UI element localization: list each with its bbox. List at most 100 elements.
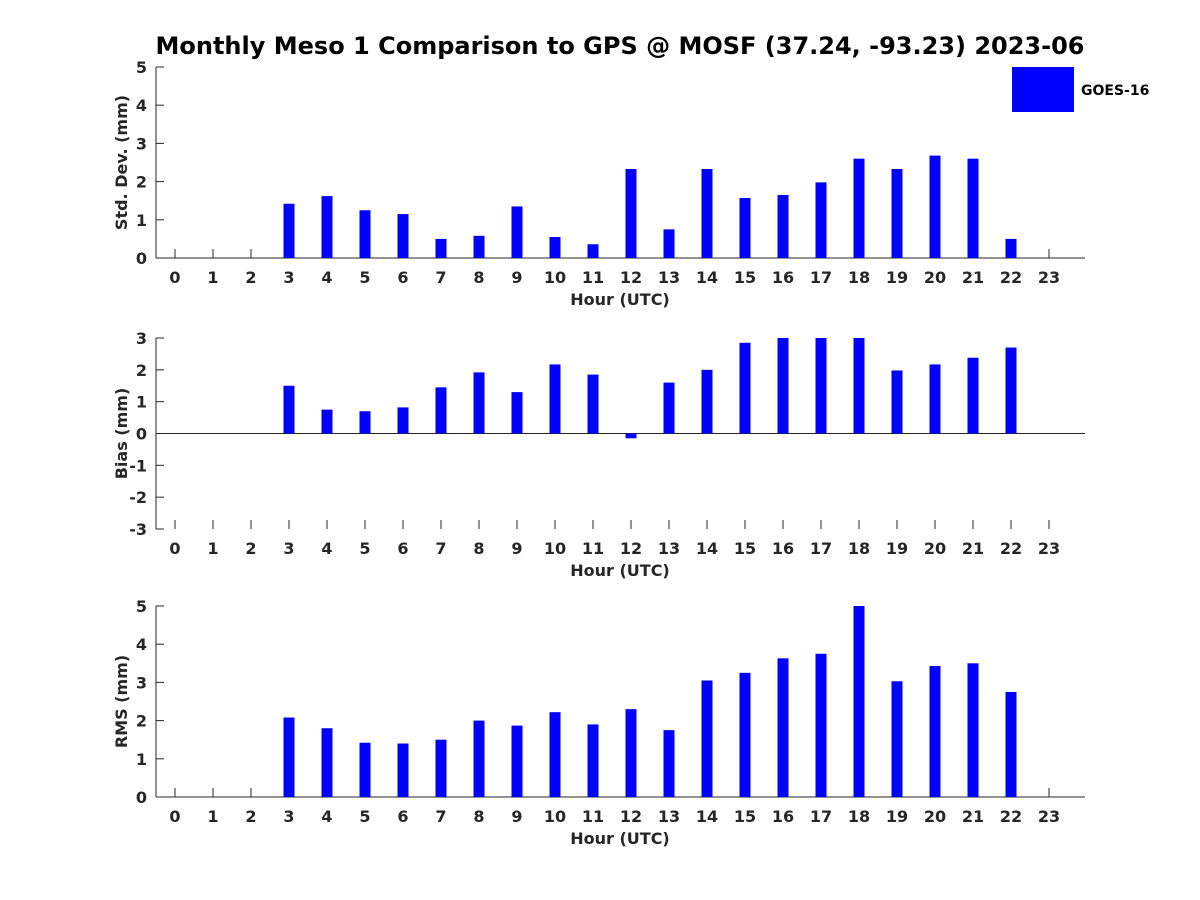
x-tick-label: 21 — [962, 539, 984, 558]
x-tick-label: 8 — [473, 539, 484, 558]
bar-hour-7 — [435, 238, 447, 258]
bar-hour-20 — [929, 364, 941, 434]
bar-hour-15 — [739, 198, 751, 258]
x-tick-label: 2 — [245, 539, 256, 558]
x-tick-label: 7 — [435, 807, 446, 826]
y-tick-label: 1 — [136, 211, 147, 230]
x-tick-label: 22 — [1000, 807, 1022, 826]
x-tick-label: 10 — [544, 807, 566, 826]
bar-hour-16 — [777, 658, 789, 797]
x-tick-label: 13 — [658, 539, 680, 558]
y-tick-label: 3 — [136, 134, 147, 153]
x-tick-label: 18 — [848, 539, 870, 558]
x-tick-label: 5 — [359, 807, 370, 826]
x-tick-label: 14 — [696, 807, 718, 826]
x-tick-label: 3 — [283, 807, 294, 826]
x-tick-label: 7 — [435, 539, 446, 558]
y-axis-label: Std. Dev. (mm) — [112, 95, 131, 230]
y-tick-label: 0 — [136, 788, 147, 807]
bar-hour-7 — [435, 739, 447, 797]
x-tick-label: 11 — [582, 539, 604, 558]
x-tick-label: 20 — [924, 268, 946, 287]
x-tick-label: 17 — [810, 539, 832, 558]
x-tick-label: 16 — [772, 268, 794, 287]
y-tick-label: 2 — [136, 361, 147, 380]
y-tick-label: -3 — [129, 520, 147, 539]
x-tick-label: 4 — [321, 268, 332, 287]
x-tick-label: 19 — [886, 268, 908, 287]
x-tick-label: 15 — [734, 539, 756, 558]
bar-hour-11 — [587, 374, 599, 434]
y-tick-label: 5 — [136, 597, 147, 616]
bar-hour-12 — [625, 433, 637, 439]
bar-hour-8 — [473, 235, 485, 258]
chart-title: Monthly Meso 1 Comparison to GPS @ MOSF … — [156, 32, 1085, 60]
y-tick-label: 5 — [136, 58, 147, 77]
bar-hour-21 — [967, 357, 979, 434]
x-tick-label: 15 — [734, 268, 756, 287]
x-tick-label: 4 — [321, 539, 332, 558]
x-tick-label: 12 — [620, 268, 642, 287]
bar-hour-13 — [663, 730, 675, 797]
x-tick-label: 12 — [620, 807, 642, 826]
bar-hour-17 — [815, 182, 827, 258]
bar-hour-3 — [283, 203, 295, 258]
x-tick-label: 1 — [207, 807, 218, 826]
bar-hour-14 — [701, 369, 713, 434]
x-tick-label: 2 — [245, 807, 256, 826]
bar-hour-14 — [701, 168, 713, 258]
x-tick-label: 13 — [658, 807, 680, 826]
bar-hour-22 — [1005, 691, 1017, 797]
x-tick-label: 3 — [283, 539, 294, 558]
x-tick-label: 11 — [582, 268, 604, 287]
bar-hour-18 — [853, 338, 865, 434]
bar-hour-10 — [549, 364, 561, 434]
bar-hour-4 — [321, 196, 333, 258]
x-tick-label: 14 — [696, 268, 718, 287]
x-tick-label: 4 — [321, 807, 332, 826]
x-tick-label: 9 — [511, 539, 522, 558]
bar-hour-4 — [321, 409, 333, 434]
x-tick-label: 14 — [696, 539, 718, 558]
x-tick-label: 23 — [1038, 807, 1060, 826]
y-tick-label: 3 — [136, 673, 147, 692]
x-tick-label: 23 — [1038, 539, 1060, 558]
bar-hour-15 — [739, 342, 751, 434]
bar-hour-9 — [511, 725, 523, 797]
bar-hour-6 — [397, 407, 409, 434]
y-axis-label: Bias (mm) — [112, 388, 131, 480]
y-tick-label: 2 — [136, 173, 147, 192]
x-tick-label: 12 — [620, 539, 642, 558]
bar-hour-22 — [1005, 347, 1017, 434]
x-tick-label: 9 — [511, 268, 522, 287]
x-axis-label: Hour (UTC) — [570, 290, 670, 309]
bar-hour-19 — [891, 681, 903, 797]
x-tick-label: 21 — [962, 268, 984, 287]
x-tick-label: 21 — [962, 807, 984, 826]
x-tick-label: 1 — [207, 268, 218, 287]
x-tick-label: 9 — [511, 807, 522, 826]
y-tick-label: 1 — [136, 393, 147, 412]
y-tick-label: 0 — [136, 425, 147, 444]
bar-hour-13 — [663, 229, 675, 258]
x-tick-label: 6 — [397, 539, 408, 558]
bar-hour-16 — [777, 338, 789, 434]
bar-hour-7 — [435, 387, 447, 434]
x-tick-label: 8 — [473, 268, 484, 287]
x-tick-label: 18 — [848, 268, 870, 287]
bar-hour-16 — [777, 194, 789, 258]
bar-hour-12 — [625, 709, 637, 797]
y-tick-label: -2 — [129, 488, 147, 507]
x-tick-label: 2 — [245, 268, 256, 287]
y-tick-label: 1 — [136, 750, 147, 769]
x-tick-label: 22 — [1000, 268, 1022, 287]
bar-hour-21 — [967, 663, 979, 797]
x-tick-label: 20 — [924, 539, 946, 558]
bar-hour-4 — [321, 728, 333, 797]
y-tick-label: 3 — [136, 329, 147, 348]
x-tick-label: 20 — [924, 807, 946, 826]
x-tick-label: 10 — [544, 539, 566, 558]
